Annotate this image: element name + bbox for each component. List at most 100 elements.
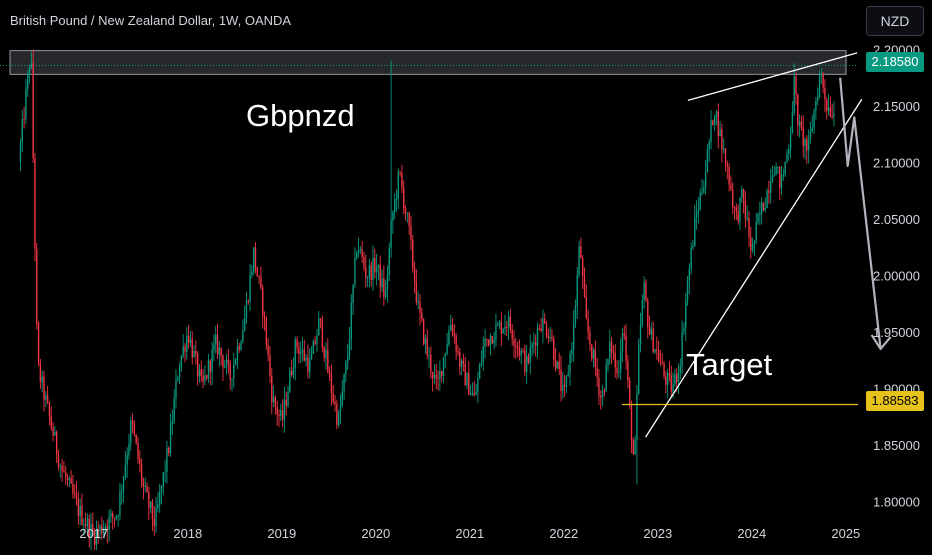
candle-body (690, 247, 692, 269)
candle-body (160, 486, 163, 492)
candle-body (61, 466, 63, 471)
candle-body (654, 349, 656, 353)
currency-button[interactable]: NZD (866, 6, 924, 36)
candle-body (576, 274, 578, 306)
candle-body (77, 499, 80, 516)
candle-body (793, 76, 795, 113)
candle-body (234, 360, 237, 365)
candle-body (97, 529, 99, 532)
candle-body (336, 404, 338, 426)
candle-body (502, 328, 504, 334)
candle-body (681, 332, 683, 367)
candle-body (643, 282, 645, 300)
candle-body (741, 189, 743, 198)
candle-body (25, 88, 27, 120)
candle-body (533, 342, 535, 345)
candle-body (361, 249, 363, 258)
candle-body (462, 360, 465, 364)
candle-body (83, 524, 85, 526)
candle-body (66, 477, 69, 480)
candle-body (679, 366, 682, 374)
candle-body (171, 421, 174, 425)
candle-body (495, 325, 497, 340)
candle-body (513, 339, 515, 346)
candle-body (151, 501, 154, 519)
candle-body (224, 366, 226, 368)
candle-body (175, 380, 177, 399)
candle-body (158, 491, 161, 505)
candle-body (341, 391, 343, 406)
candle-body (509, 316, 512, 330)
candle-body (596, 367, 598, 378)
candle-body (764, 208, 766, 211)
candle-body (831, 116, 833, 118)
candle-body (285, 399, 287, 406)
candle-body (578, 246, 580, 275)
rising-wedge-upper-line (687, 52, 858, 101)
candle-body (553, 339, 555, 360)
candle-body (639, 325, 642, 345)
candle-body (784, 161, 786, 175)
candle-body (782, 174, 785, 176)
candle-body (431, 372, 434, 379)
candle-body (469, 393, 472, 395)
candle-body (408, 212, 410, 227)
candle-body (822, 73, 824, 88)
candle-body (605, 364, 607, 392)
candle-body (384, 289, 387, 298)
candle-body (442, 357, 445, 376)
candle-body (205, 375, 208, 379)
candle-body (162, 472, 165, 487)
candle-body (677, 373, 680, 383)
candle-body (318, 318, 320, 336)
candle-body (594, 349, 597, 368)
candle-body (104, 526, 107, 530)
candle-body (412, 239, 414, 268)
candle-body (688, 268, 691, 282)
candle-body (440, 370, 443, 376)
candle-body (816, 97, 819, 101)
candle-body (562, 385, 564, 391)
candle-body (634, 439, 636, 455)
candle-body (303, 349, 306, 361)
candle-body (610, 341, 613, 353)
candle-body (245, 300, 248, 319)
candle-body (430, 355, 432, 373)
candle-body (545, 323, 548, 336)
candle-body (773, 174, 776, 177)
candle-body (453, 333, 456, 337)
candle-body (265, 317, 268, 345)
candle-body (52, 427, 54, 436)
candle-body (719, 129, 721, 137)
candle-body (766, 190, 768, 209)
candle-body (72, 483, 74, 494)
candle-body (732, 189, 734, 208)
candle-body (525, 355, 528, 372)
candle-body (417, 301, 419, 303)
candle-body (222, 356, 224, 368)
chart-title: British Pound / New Zealand Dollar, 1W, … (10, 13, 292, 28)
candle-body (616, 367, 618, 374)
candle-body (638, 344, 640, 394)
candle-body (583, 275, 586, 298)
candle-body (558, 361, 560, 370)
candle-body (439, 370, 441, 379)
candle-body (627, 361, 629, 381)
candle-body (652, 328, 654, 353)
candle-body (110, 512, 112, 517)
candle-body (581, 257, 584, 276)
candle-body (68, 478, 71, 480)
candle-body (762, 202, 765, 211)
candle-body (189, 339, 192, 343)
pair-annotation: Gbpnzd (246, 98, 355, 133)
candle-body (99, 525, 101, 532)
candle-body (771, 176, 774, 181)
candle-body (79, 506, 81, 516)
candle-body (506, 326, 508, 328)
candle-body (592, 349, 595, 359)
candle-body (238, 346, 240, 350)
candle-body (737, 211, 739, 222)
candle-body (571, 349, 573, 355)
candle-body (140, 464, 143, 482)
